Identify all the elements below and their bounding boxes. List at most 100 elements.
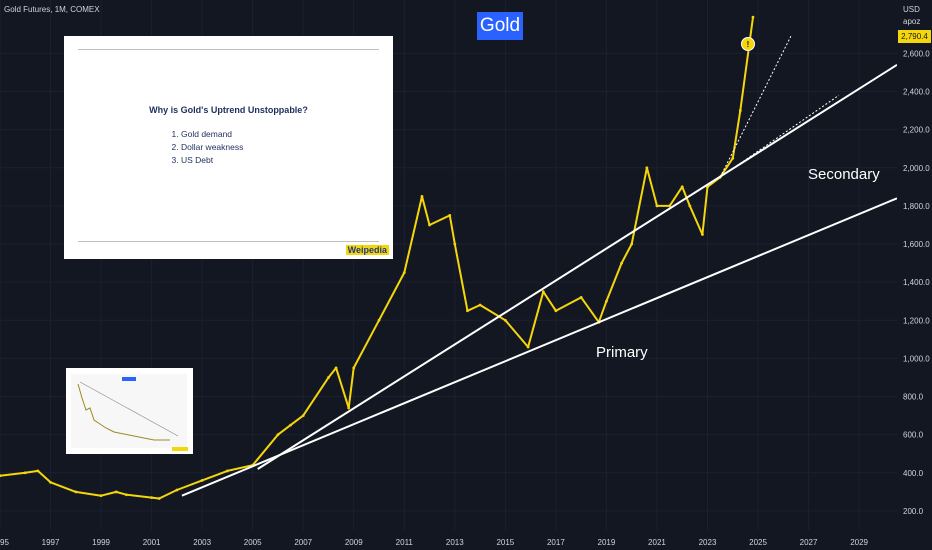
primary-trend-label: Primary xyxy=(596,344,648,361)
price-point xyxy=(402,271,406,275)
symbol-label: Gold Futures, 1M, COMEX xyxy=(4,5,100,14)
y-tick-label: 2,000.0 xyxy=(903,164,930,173)
y-tick-label: 2,400.0 xyxy=(903,88,930,97)
trendline-primary xyxy=(181,197,898,497)
x-tick-label: 2013 xyxy=(446,538,464,547)
thumbnail-brand xyxy=(172,447,188,451)
price-point xyxy=(352,366,356,370)
price-point xyxy=(605,299,608,303)
price-point xyxy=(453,242,457,246)
card-question: Why is Gold's Uptrend Unstoppable? xyxy=(149,105,308,115)
y-tick-label: 800.0 xyxy=(903,393,924,402)
price-point xyxy=(327,376,330,379)
y-tick-label: 2,600.0 xyxy=(903,49,930,58)
card-divider-bottom xyxy=(78,241,379,242)
chart-title: Gold xyxy=(477,12,523,40)
price-point xyxy=(150,496,154,499)
y-tick-label: 600.0 xyxy=(903,431,924,440)
x-tick-label: 2029 xyxy=(850,538,868,547)
price-point xyxy=(688,204,692,208)
price-point xyxy=(200,479,204,482)
x-tick-label: 2019 xyxy=(598,538,616,547)
x-tick-label: 2005 xyxy=(244,538,262,547)
info-card: Why is Gold's Uptrend Unstoppable? Gold … xyxy=(64,36,393,259)
price-point xyxy=(428,223,431,227)
x-tick-label: 2009 xyxy=(345,538,363,547)
currency-unit: apoz xyxy=(903,17,921,26)
reason-item: Dollar weakness xyxy=(181,141,243,154)
price-point xyxy=(157,497,161,500)
thumbnail-inner xyxy=(71,374,187,448)
x-tick-label: 1999 xyxy=(92,538,110,547)
price-point xyxy=(554,309,558,313)
reason-item: US Debt xyxy=(181,154,243,167)
price-point xyxy=(49,480,52,484)
y-tick-label: 1,000.0 xyxy=(903,354,930,363)
price-series xyxy=(0,15,755,500)
x-tick-label: 2017 xyxy=(547,538,565,547)
price-point xyxy=(334,366,338,370)
x-tick-label: 2001 xyxy=(143,538,161,547)
price-point xyxy=(74,490,78,494)
price-point xyxy=(99,494,103,498)
secondary-trend-label: Secondary xyxy=(808,166,880,183)
y-tick-label: 2,200.0 xyxy=(903,126,930,135)
price-point xyxy=(124,493,128,497)
price-point xyxy=(0,474,2,478)
y-tick-label: 400.0 xyxy=(903,469,924,478)
currency-label: USD apoz xyxy=(903,4,920,28)
x-tick-label: 2025 xyxy=(749,538,767,547)
y-tick-label: 1,200.0 xyxy=(903,316,930,325)
thumbnail-plot xyxy=(77,381,179,441)
price-point xyxy=(448,214,452,217)
y-tick-label: 1,400.0 xyxy=(903,278,930,287)
price-point xyxy=(478,303,482,307)
x-tick-label: 2023 xyxy=(699,538,717,547)
price-point xyxy=(668,204,671,208)
price-point xyxy=(377,318,381,322)
price-point xyxy=(751,15,755,19)
pin-icon[interactable]: ! xyxy=(741,37,755,51)
x-tick-label: 1995 xyxy=(0,538,9,547)
price-point xyxy=(466,309,469,313)
price-point xyxy=(731,156,735,160)
y-axis-background xyxy=(897,0,932,550)
x-tick-label: 2003 xyxy=(193,538,211,547)
price-point xyxy=(226,469,229,473)
price-point xyxy=(114,490,118,494)
price-point xyxy=(347,406,351,410)
price-point xyxy=(541,290,545,294)
x-tick-label: 2015 xyxy=(496,538,514,547)
price-point xyxy=(175,488,179,492)
last-price-tag: 2,790.4 xyxy=(898,30,931,43)
price-point xyxy=(620,261,623,265)
price-point xyxy=(680,185,684,189)
y-axis: 200.0 400.0 600.0 800.0 1,000.0 1,200.0 1,400.… xyxy=(897,0,932,550)
price-point xyxy=(23,471,27,475)
dotted-trendline xyxy=(719,94,840,178)
y-tick-label: 200.0 xyxy=(903,507,924,516)
price-point xyxy=(738,109,742,112)
price-point xyxy=(289,423,292,427)
card-divider-top xyxy=(78,49,379,50)
price-point xyxy=(655,204,659,208)
trendline-secondary xyxy=(257,63,898,470)
price-point xyxy=(301,414,305,418)
price-point xyxy=(276,433,280,437)
dotted-trendline xyxy=(719,35,792,178)
x-axis: 1995 1997 1999 2001 2003 2005 2007 2009 2011 2013… xyxy=(0,538,869,547)
price-point xyxy=(420,194,424,198)
x-tick-label: 1997 xyxy=(42,538,60,547)
thumbnail-chart xyxy=(66,368,193,454)
x-tick-label: 2027 xyxy=(800,538,818,547)
price-point xyxy=(526,345,530,349)
price-point xyxy=(579,296,583,299)
reason-item: Gold demand xyxy=(181,128,243,141)
x-tick-label: 2021 xyxy=(648,538,666,547)
price-point xyxy=(503,318,507,322)
price-point xyxy=(645,166,649,170)
price-point xyxy=(630,242,634,246)
currency-code: USD xyxy=(903,5,920,14)
brand-logo: Weipedia xyxy=(345,245,389,255)
reason-list: Gold demand Dollar weakness US Debt xyxy=(168,128,243,167)
